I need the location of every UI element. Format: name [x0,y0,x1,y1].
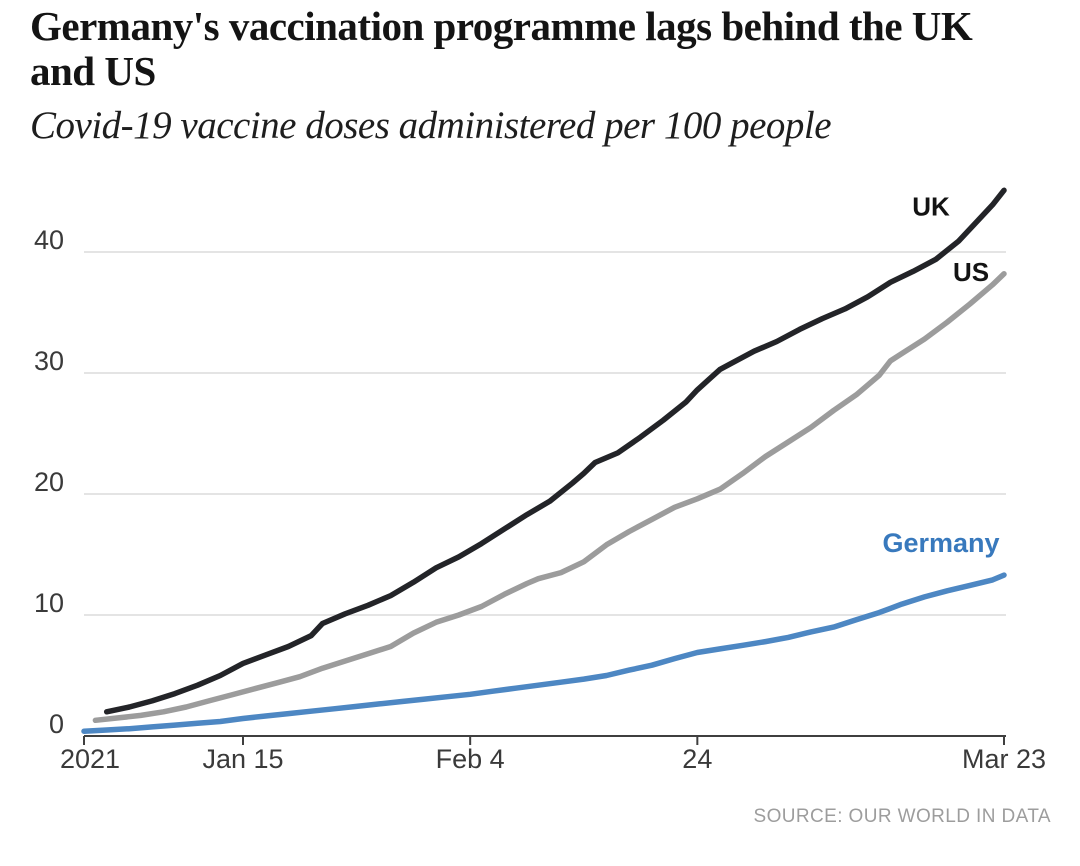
series-label-germany: Germany [882,528,999,558]
chart-header: Germany's vaccination programme lags beh… [30,4,1060,148]
x-tick-label: 24 [682,744,712,774]
x-tick-label: Jan 15 [202,744,283,774]
x-tick-label: Mar 23 [962,744,1046,774]
y-tick-label: 10 [34,588,64,618]
x-tick-label: Feb 4 [436,744,505,774]
series-label-uk: UK [912,191,950,221]
x-tick-label: 2021 [60,744,120,774]
chart-title-line-2: and US [30,48,156,94]
series-line-germany [81,572,1007,734]
source-credit: SOURCE: OUR WORLD IN DATA [753,806,1051,827]
y-tick-label: 20 [34,467,64,497]
y-tick-label: 0 [49,709,64,739]
series-line-us [92,271,1007,724]
chart-subtitle: Covid-19 vaccine doses administered per … [30,104,832,147]
y-tick-label: 40 [34,225,64,255]
chart-title-line-1: Germany's vaccination programme lags beh… [30,3,973,49]
series-line-uk [103,187,1007,715]
y-tick-label: 30 [34,346,64,376]
series-label-us: US [953,257,989,287]
